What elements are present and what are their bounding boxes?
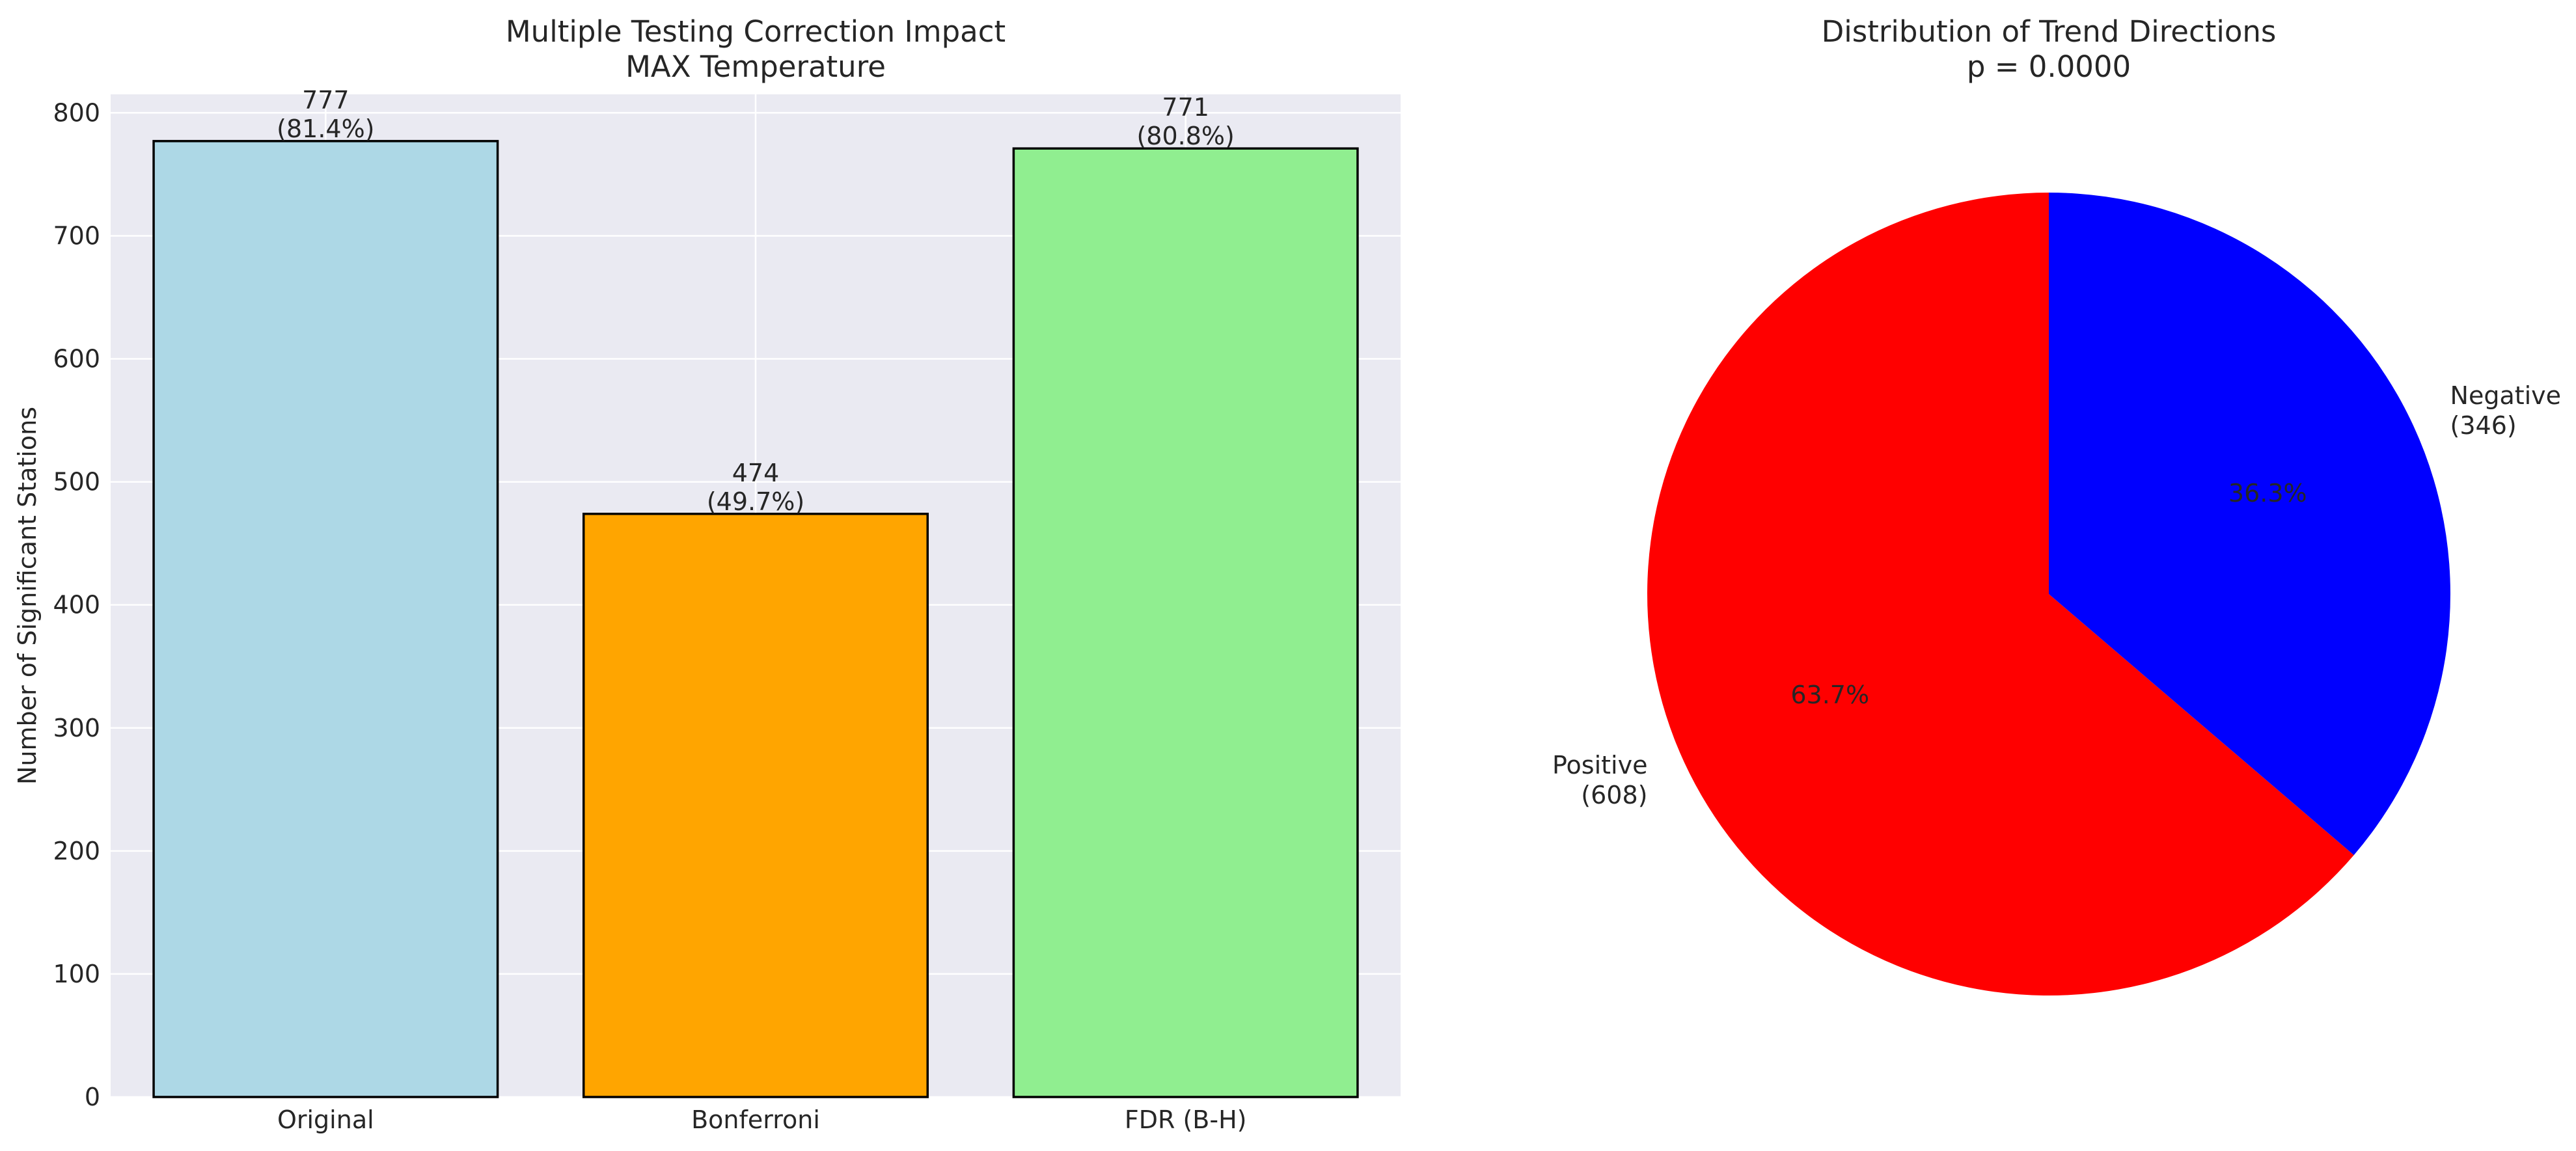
y-tick-label: 0 [85,1083,100,1111]
pie-slice-label: Negative (346) [2450,381,2562,440]
bar [1012,147,1359,1098]
bar-value-label: 474 (49.7%) [707,459,804,516]
x-tick-label: Bonferroni [691,1105,820,1134]
y-tick-label: 400 [53,591,100,619]
bar [152,140,499,1098]
bar-data-labels: 777 (81.4%) 474 (49.7%) 771 (80.8%) [277,86,1235,516]
bar-series [152,140,1359,1098]
y-tick-label: 100 [53,960,100,988]
pie-slice [2049,193,2450,856]
bar-axis-ticks: 0 100 200 300 400 500 600 700 800 Original Bonferr… [53,98,1246,1134]
x-tick-label: FDR (B-H) [1125,1105,1247,1134]
bar-y-axis-label: Number of Significant Stations [13,407,42,785]
y-tick-label: 800 [53,98,100,127]
pie-slice-label: Positive (608) [1552,751,1648,809]
bar [582,513,929,1098]
bar-chart-title: Multiple Testing Correction Impact MAX Te… [506,14,1006,84]
x-tick-label: Original [277,1105,374,1134]
pie-slice [1647,192,2354,995]
bar-chart: 0 100 200 300 400 500 600 700 800 Original Bonferr… [13,14,1401,1134]
y-tick-label: 200 [53,837,100,865]
pie-slices [1647,192,2450,995]
y-tick-label: 300 [53,714,100,742]
y-tick-label: 500 [53,468,100,496]
pie-chart: 63.7% Positive (608) 36.3% Negative (346) Dis… [1552,14,2561,995]
bar-value-label: 771 (80.8%) [1136,93,1234,150]
pie-percent-label: 63.7% [1790,681,1869,709]
pie-labels: 63.7% Positive (608) 36.3% Negative (346) [1552,381,2561,809]
y-tick-label: 700 [53,221,100,250]
pie-percent-label: 36.3% [2228,479,2307,508]
pie-chart-title: Distribution of Trend Directions p = 0.00… [1822,14,2277,84]
bar-value-label: 777 (81.4%) [277,86,374,143]
y-tick-label: 600 [53,345,100,373]
